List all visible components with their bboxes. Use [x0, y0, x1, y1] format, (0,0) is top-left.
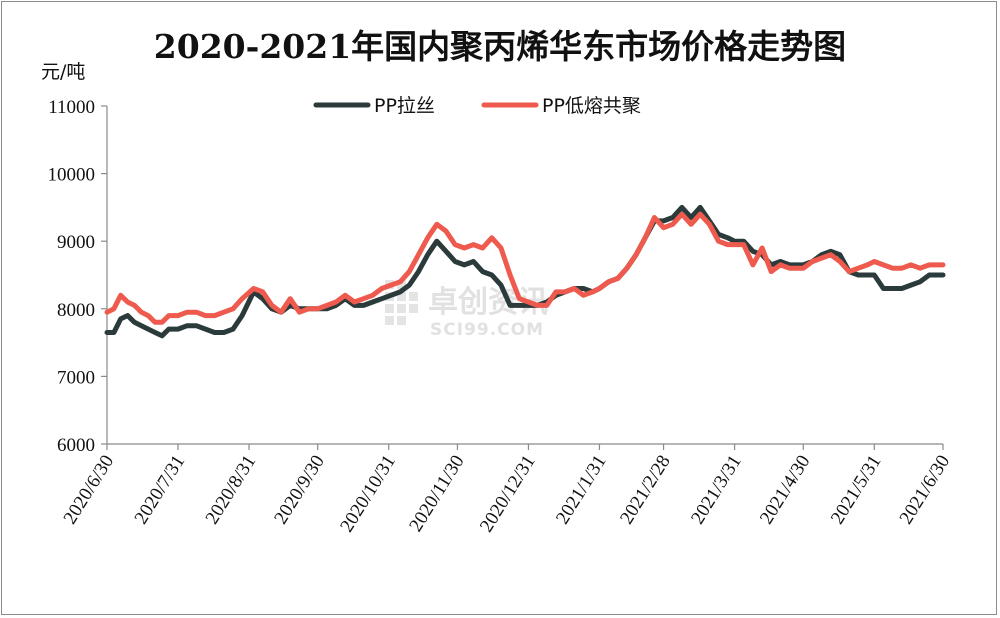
y-tick-label: 8000 [57, 300, 95, 321]
y-axis-unit-label: 元/吨 [41, 61, 85, 83]
legend-label-1: PP拉丝 [374, 95, 435, 117]
x-tick-label: 2020/9/30 [270, 452, 329, 528]
series-line-2 [104, 211, 946, 325]
x-tick-label: 2020/12/31 [476, 452, 540, 537]
x-tick-label: 2020/6/30 [60, 452, 119, 528]
x-tick-label: 2020/10/31 [336, 452, 400, 537]
watermark-logo: 卓创资讯 SCI99.COM [385, 280, 548, 340]
y-tick-label: 11000 [48, 97, 95, 118]
watermark-text-en: SCI99.COM [430, 320, 544, 340]
x-tick-label: 2021/2/28 [616, 452, 675, 528]
legend: PP拉丝 PP低熔共聚 [313, 95, 641, 117]
x-tick-label: 2020/11/30 [405, 452, 468, 536]
x-tick-label: 2021/1/31 [552, 452, 611, 528]
y-tick-label: 6000 [57, 435, 95, 456]
series-line-1 [104, 204, 946, 339]
x-tick-label: 2021/5/31 [827, 452, 886, 528]
x-tick-label: 2021/4/30 [756, 452, 815, 528]
x-tick-label: 2020/8/31 [202, 452, 261, 528]
legend-label-2: PP低熔共聚 [542, 95, 641, 117]
y-tick-label: 7000 [57, 367, 95, 388]
series-layer [104, 204, 946, 339]
x-tick-label: 2021/3/31 [687, 452, 746, 528]
y-tick-label: 10000 [48, 165, 96, 186]
x-tick-label: 2020/7/31 [131, 452, 190, 528]
y-tick-label: 9000 [57, 232, 95, 253]
chart-title: 2020-2021年国内聚丙烯华东市场价格走势图 [154, 27, 846, 66]
x-tick-label: 2021/6/30 [896, 452, 955, 528]
